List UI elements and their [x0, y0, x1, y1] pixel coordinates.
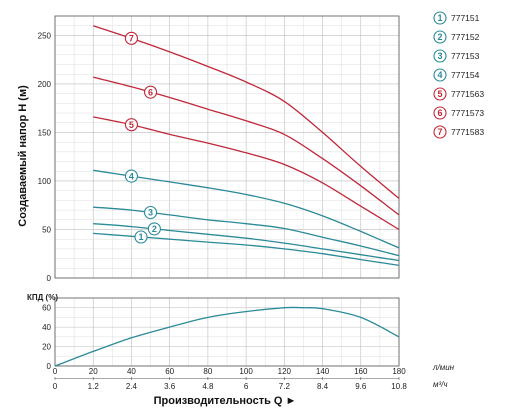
head-axis-title: Создаваемый напор H (м): [17, 85, 29, 227]
legend-marker-1: [433, 11, 447, 25]
y-tick-label: 50: [42, 225, 51, 234]
efficiency-plot-frame: [54, 297, 400, 367]
legend-marker-5: [433, 87, 447, 101]
x-tick-label-m3h: 1.2: [88, 382, 100, 391]
head-curve-777153: [93, 206, 400, 257]
x-tick-label-lmin: 100: [239, 367, 253, 376]
y-tick-label: 60: [42, 304, 51, 313]
curve-marker-label: 3: [148, 208, 153, 218]
x-tick-label-lmin: 0: [53, 367, 58, 376]
legend-marker-4: [433, 68, 447, 82]
head-curve-7771573: [93, 76, 400, 216]
y-tick-label: 0: [47, 274, 52, 283]
legend-label-7771583: 7771583: [451, 127, 484, 137]
head-curve-7771563: [93, 116, 400, 231]
legend-label-777153: 777153: [451, 51, 480, 61]
x-tick-label-m3h: 2.4: [126, 382, 138, 391]
x-tick-label-m3h: 0: [53, 382, 58, 391]
x-tick-label-m3h: 6: [244, 382, 249, 391]
x-tick-label-m3h: 10.8: [391, 382, 407, 391]
unit-m3h: м³/ч: [433, 380, 448, 389]
x-tick-label-m3h: 4.8: [202, 382, 214, 391]
curve-marker-1: [134, 230, 148, 244]
x-tick-label-m3h: 9.6: [355, 382, 367, 391]
head-curve-777154: [93, 169, 400, 249]
legend-label-777151: 777151: [451, 13, 480, 23]
legend-marker-label: 1: [437, 13, 442, 23]
curve-marker-7: [124, 31, 138, 45]
curve-marker-5: [124, 118, 138, 132]
curve-marker-label: 7: [129, 34, 134, 44]
legend-marker-label: 3: [437, 51, 442, 61]
y-tick-label: 20: [42, 343, 51, 352]
legend-label-7771573: 7771573: [451, 108, 484, 118]
efficiency-axis-title: КПД (%): [27, 293, 58, 302]
curve-marker-label: 2: [152, 224, 157, 234]
curve-marker-3: [144, 205, 158, 220]
legend-marker-7: [433, 125, 447, 139]
x-tick-label-lmin: 140: [316, 367, 330, 376]
curve-marker-2: [147, 222, 161, 236]
y-tick-label: 0: [47, 362, 52, 371]
curve-marker-6: [144, 85, 158, 99]
legend-marker-2: [433, 30, 447, 44]
legend-label-777152: 777152: [451, 32, 480, 42]
head-curve-7771583: [92, 25, 400, 199]
y-tick-label: 40: [42, 323, 51, 332]
x-tick-label-lmin: 120: [278, 367, 292, 376]
efficiency-curve: [54, 306, 400, 367]
legend-marker-6: [433, 106, 447, 120]
unit-lmin: л/мин: [432, 363, 455, 372]
curve-marker-label: 1: [138, 232, 143, 242]
x-tick-label-lmin: 60: [165, 367, 174, 376]
x-tick-label-m3h: 3.6: [164, 382, 176, 391]
legend-marker-label: 2: [437, 32, 442, 42]
x-tick-label-lmin: 40: [127, 367, 136, 376]
y-tick-label: 250: [38, 31, 52, 40]
head-plot-frame: [54, 15, 400, 279]
curve-marker-label: 5: [129, 120, 134, 130]
curve-marker-label: 6: [148, 87, 153, 97]
legend-label-777154: 777154: [451, 70, 480, 80]
curve-marker-4: [124, 169, 138, 183]
y-tick-label: 200: [38, 80, 52, 89]
legend-marker-label: 6: [437, 108, 442, 118]
legend-label-7771563: 7771563: [451, 89, 484, 99]
x-tick-label-lmin: 20: [89, 367, 98, 376]
plot-frames: [54, 15, 400, 367]
x-tick-label-m3h: 8.4: [317, 382, 329, 391]
x-tick-label-lmin: 80: [203, 367, 212, 376]
flow-axis-title: Производительность Q ►: [154, 395, 297, 407]
curve-marker-label: 4: [129, 171, 134, 181]
x-tick-label-m3h: 7.2: [279, 382, 291, 391]
legend-marker-3: [433, 49, 447, 63]
legend-marker-label: 7: [437, 127, 442, 137]
curve-markers: 12 3 4 5 6 7: [124, 31, 161, 244]
legend-marker-label: 4: [437, 70, 442, 80]
legend-marker-label: 5: [437, 89, 442, 99]
head-curve-777152: [93, 223, 400, 262]
x-tick-label-lmin: 180: [392, 367, 406, 376]
y-tick-label: 150: [38, 128, 52, 137]
y-tick-label: 100: [38, 177, 52, 186]
x-tick-label-lmin: 160: [354, 367, 368, 376]
